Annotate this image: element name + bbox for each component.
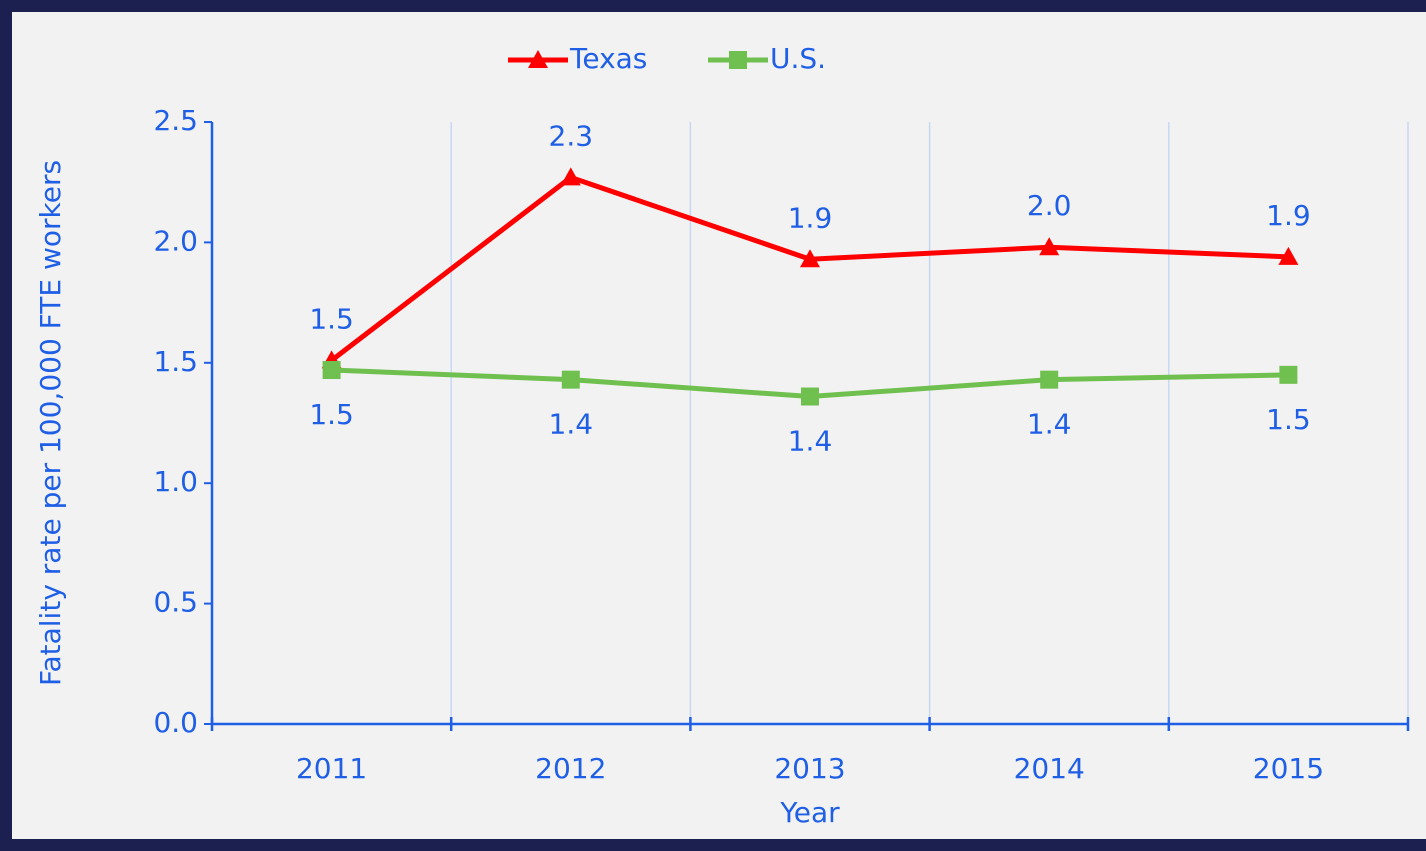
marker [561, 370, 580, 389]
marker [1039, 237, 1060, 256]
legend-marker [729, 51, 747, 69]
marker [1279, 365, 1298, 384]
y-tick-label: 0.0 [153, 706, 198, 739]
y-tick-label: 0.5 [153, 586, 198, 619]
data-label: 1.4 [788, 425, 833, 458]
marker [322, 361, 341, 380]
data-label: 1.5 [309, 302, 354, 335]
x-tick-label: 2013 [774, 752, 845, 785]
data-label: 1.9 [1266, 199, 1311, 232]
data-label: 1.4 [549, 408, 594, 441]
marker [560, 167, 581, 186]
x-tick-label: 2015 [1253, 752, 1324, 785]
y-tick-label: 2.0 [153, 224, 198, 257]
x-tick-label: 2011 [296, 752, 367, 785]
x-axis-label: Year [779, 796, 840, 829]
y-axis-label: Fatality rate per 100,000 FTE workers [34, 160, 67, 686]
legend-label: U.S. [770, 42, 826, 75]
data-label: 1.5 [1266, 403, 1311, 436]
data-label: 2.0 [1027, 189, 1072, 222]
data-label: 1.5 [309, 398, 354, 431]
data-label: 1.4 [1027, 408, 1072, 441]
legend-marker [528, 50, 548, 68]
data-label: 1.9 [788, 201, 833, 234]
x-tick-label: 2014 [1014, 752, 1085, 785]
y-tick-label: 1.5 [153, 345, 198, 378]
marker [801, 387, 819, 406]
marker [1278, 246, 1299, 265]
y-tick-label: 1.0 [153, 465, 198, 498]
x-tick-label: 2012 [535, 752, 606, 785]
legend-label: Texas [569, 42, 647, 75]
data-label: 2.3 [549, 119, 594, 152]
marker [1040, 370, 1059, 389]
y-tick-label: 2.5 [153, 104, 198, 137]
plot-background [12, 12, 1426, 839]
marker [800, 249, 820, 268]
